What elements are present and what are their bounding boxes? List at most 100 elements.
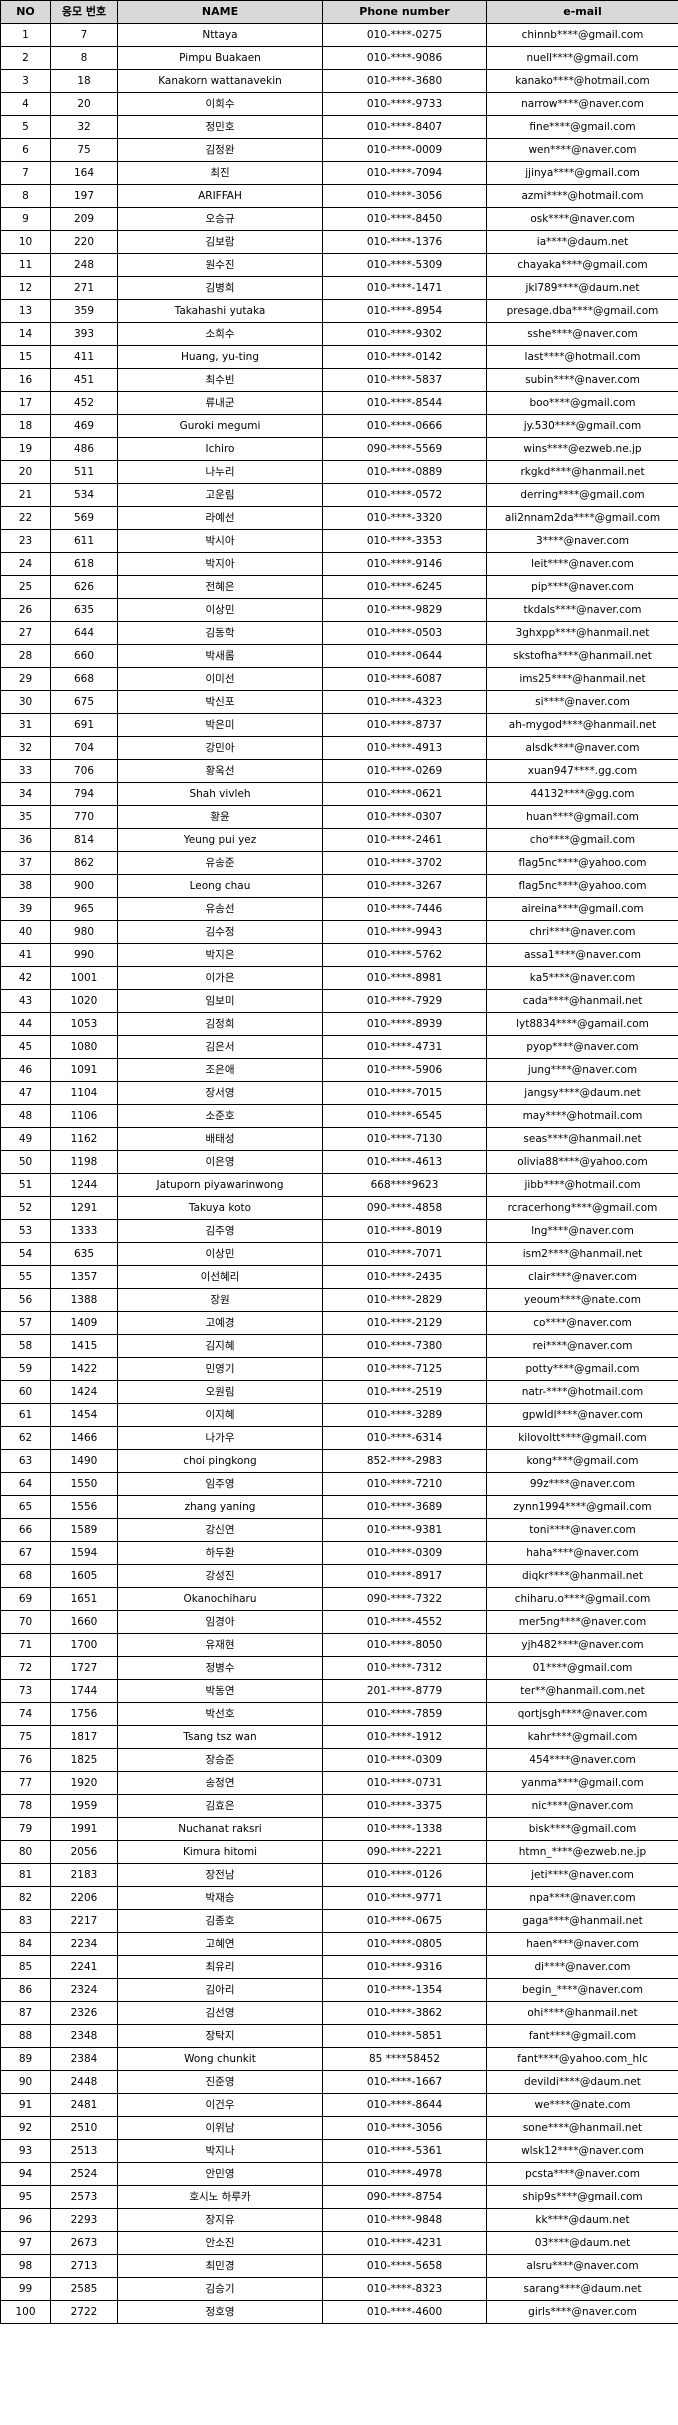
cell-name: 원수진 [117, 253, 323, 277]
cell-phone-number: 010-****-0805 [322, 1932, 487, 1956]
cell-name: Nuchanat raksri [117, 1817, 323, 1841]
cell-phone-number: 010-****-4613 [322, 1150, 487, 1174]
cell-email: leit****@naver.com [486, 552, 678, 576]
cell-name: Guroki megumi [117, 414, 323, 438]
cell-phone-number: 010-****-7015 [322, 1081, 487, 1105]
cell-phone-number: 010-****-7380 [322, 1334, 487, 1358]
header-entry-number: 응모 번호 [50, 0, 118, 24]
cell-entry-number: 469 [50, 414, 118, 438]
cell-phone-number: 010-****-9302 [322, 322, 487, 346]
cell-email: flag5nc****@yahoo.com [486, 874, 678, 898]
cell-email: skstofha****@hanmail.net [486, 644, 678, 668]
cell-no: 57 [0, 1311, 51, 1335]
cell-name: 김정완 [117, 138, 323, 162]
cell-no: 41 [0, 943, 51, 967]
cell-name: 안민영 [117, 2162, 323, 2186]
cell-email: ah-mygod****@hanmail.net [486, 713, 678, 737]
cell-email: chayaka****@gmail.com [486, 253, 678, 277]
cell-name: 박은미 [117, 713, 323, 737]
cell-email: we****@nate.com [486, 2093, 678, 2117]
cell-entry-number: 2348 [50, 2024, 118, 2048]
cell-email: wen****@naver.com [486, 138, 678, 162]
cell-phone-number: 010-****-3375 [322, 1794, 487, 1818]
cell-no: 76 [0, 1748, 51, 1772]
cell-name: 박지나 [117, 2139, 323, 2163]
cell-no: 72 [0, 1656, 51, 1680]
cell-no: 80 [0, 1840, 51, 1864]
cell-entry-number: 486 [50, 437, 118, 461]
cell-email: nic****@naver.com [486, 1794, 678, 1818]
cell-email: ter**@hanmail.com.net [486, 1679, 678, 1703]
cell-entry-number: 2326 [50, 2001, 118, 2025]
cell-email: 3****@naver.com [486, 529, 678, 553]
cell-name: 전혜은 [117, 575, 323, 599]
cell-entry-number: 271 [50, 276, 118, 300]
cell-entry-number: 1959 [50, 1794, 118, 1818]
cell-no: 95 [0, 2185, 51, 2209]
cell-no: 7 [0, 161, 51, 185]
cell-entry-number: 2324 [50, 1978, 118, 2002]
table-row: 70 1660 임경아 010-****-4552 mer5ng****@naver.c… [0, 1610, 678, 1634]
cell-email: 454****@naver.com [486, 1748, 678, 1772]
table-row: 24 618 박지아 010-****-9146 leit****@naver.com [0, 552, 678, 576]
cell-phone-number: 010-****-3320 [322, 506, 487, 530]
cell-no: 50 [0, 1150, 51, 1174]
cell-phone-number: 010-****-7210 [322, 1472, 487, 1496]
cell-name: 김지혜 [117, 1334, 323, 1358]
cell-name: 정호영 [117, 2300, 323, 2324]
cell-no: 96 [0, 2208, 51, 2232]
table-row: 92 2510 이위남 010-****-3056 sone****@hanmail.n… [0, 2116, 678, 2140]
cell-phone-number: 010-****-3289 [322, 1403, 487, 1427]
table-row: 63 1490 choi pingkong 852-****-2983 kong****… [0, 1449, 678, 1473]
cell-no: 10 [0, 230, 51, 254]
cell-name: 장탁지 [117, 2024, 323, 2048]
cell-entry-number: 1409 [50, 1311, 118, 1335]
cell-entry-number: 1744 [50, 1679, 118, 1703]
table-row: 33 706 황옥선 010-****-0269 xuan947****.gg.com [0, 759, 678, 783]
table-row: 61 1454 이지혜 010-****-3289 gpwldl****@naver.c… [0, 1403, 678, 1427]
cell-email: kk****@daum.net [486, 2208, 678, 2232]
cell-name: 유송선 [117, 897, 323, 921]
cell-email: 01****@gmail.com [486, 1656, 678, 1680]
cell-entry-number: 2673 [50, 2231, 118, 2255]
table-row: 12 271 김병희 010-****-1471 jkl789****@daum.net [0, 276, 678, 300]
cell-phone-number: 010-****-6245 [322, 575, 487, 599]
cell-entry-number: 1550 [50, 1472, 118, 1496]
cell-email: 99z****@naver.com [486, 1472, 678, 1496]
cell-name: 이위남 [117, 2116, 323, 2140]
cell-phone-number: 010-****-1912 [322, 1725, 487, 1749]
cell-email: di****@naver.com [486, 1955, 678, 1979]
table-row: 67 1594 하두환 010-****-0309 haha****@naver.com [0, 1541, 678, 1565]
cell-entry-number: 1001 [50, 966, 118, 990]
cell-name: 나가우 [117, 1426, 323, 1450]
cell-entry-number: 2384 [50, 2047, 118, 2071]
cell-email: ship9s****@gmail.com [486, 2185, 678, 2209]
cell-phone-number: 090-****-4858 [322, 1196, 487, 1220]
cell-email: co****@naver.com [486, 1311, 678, 1335]
cell-name: Leong chau [117, 874, 323, 898]
cell-no: 89 [0, 2047, 51, 2071]
cell-name: zhang yaning [117, 1495, 323, 1519]
cell-entry-number: 511 [50, 460, 118, 484]
cell-no: 55 [0, 1265, 51, 1289]
cell-email: 44132****@gg.com [486, 782, 678, 806]
cell-no: 47 [0, 1081, 51, 1105]
table-row: 21 534 고운림 010-****-0572 derring****@gmail.c… [0, 483, 678, 507]
cell-no: 29 [0, 667, 51, 691]
cell-no: 79 [0, 1817, 51, 1841]
table-row: 81 2183 장전남 010-****-0126 jeti****@naver.com [0, 1863, 678, 1887]
cell-phone-number: 010-****-0503 [322, 621, 487, 645]
cell-phone-number: 010-****-7071 [322, 1242, 487, 1266]
cell-phone-number: 010-****-4231 [322, 2231, 487, 2255]
cell-phone-number: 010-****-0275 [322, 23, 487, 47]
cell-no: 86 [0, 1978, 51, 2002]
table-row: 98 2713 최민경 010-****-5658 alsru****@naver.co… [0, 2254, 678, 2278]
cell-name: 김선영 [117, 2001, 323, 2025]
cell-name: 이지혜 [117, 1403, 323, 1427]
cell-entry-number: 1091 [50, 1058, 118, 1082]
cell-email: mer5ng****@naver.com [486, 1610, 678, 1634]
table-row: 77 1920 송정연 010-****-0731 yanma****@gmail.co… [0, 1771, 678, 1795]
cell-name: 최민경 [117, 2254, 323, 2278]
cell-name: 이미선 [117, 667, 323, 691]
cell-name: 오원림 [117, 1380, 323, 1404]
